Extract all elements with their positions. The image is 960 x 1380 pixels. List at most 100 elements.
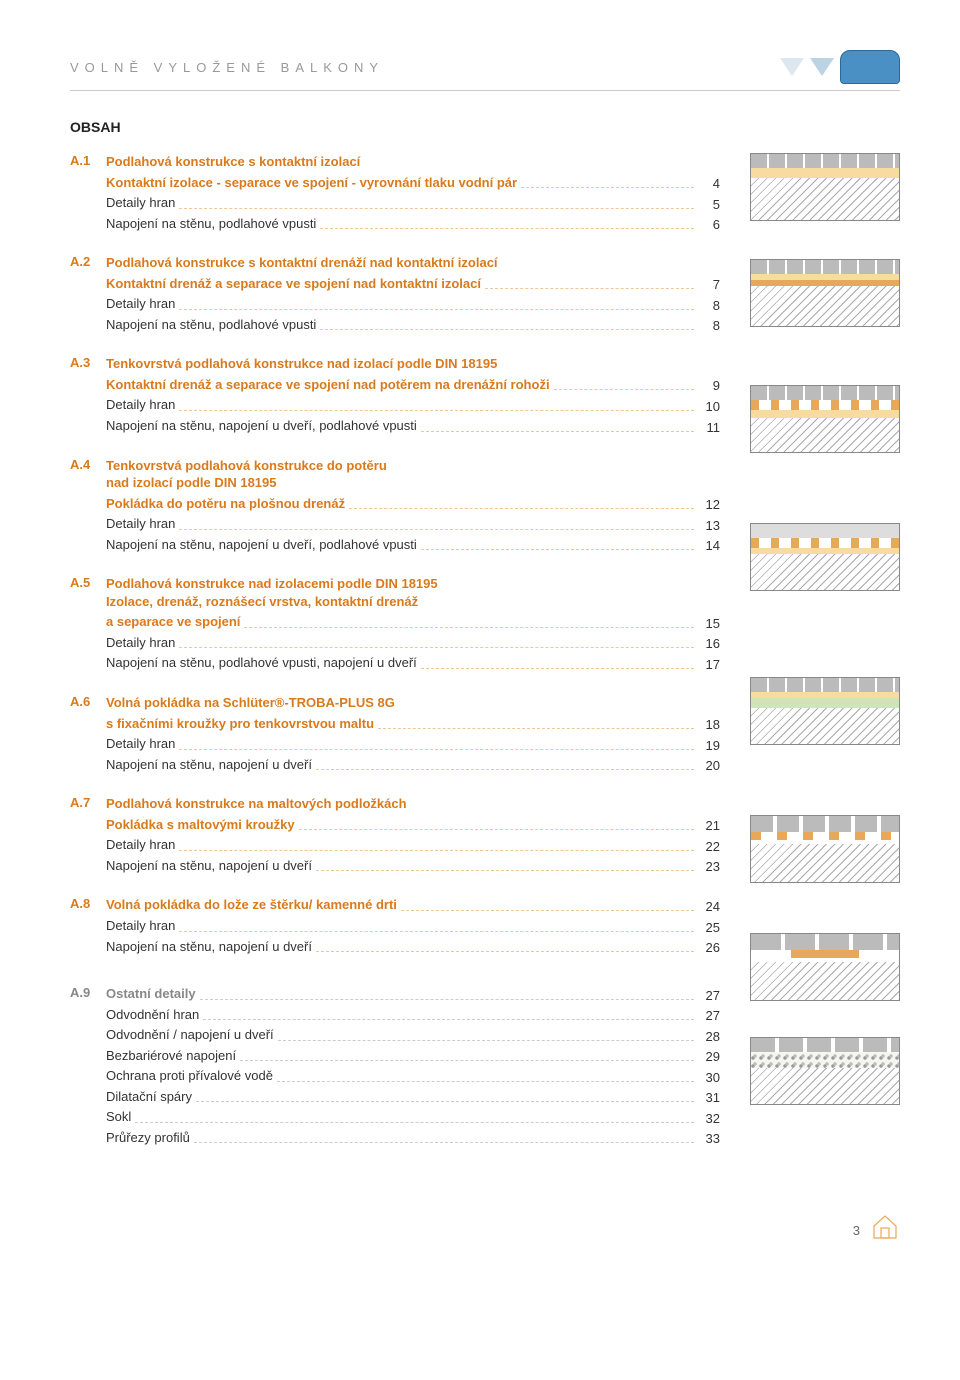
leader-line — [179, 850, 694, 851]
section-title: s fixačními kroužky pro tenkovrstvou mal… — [106, 715, 374, 733]
section-title: Podlahová konstrukce s kontaktní drenáží… — [106, 254, 720, 272]
section-title: Volná pokládka na Schlüter®-TROBA-PLUS 8… — [106, 694, 720, 712]
page-number: 26 — [698, 940, 720, 955]
toc-section: A.5Podlahová konstrukce nad izolacemi po… — [70, 575, 720, 672]
section-title: Podlahová konstrukce s kontaktní izolací — [106, 153, 720, 171]
leader-line — [179, 208, 694, 209]
toc-section: A.1Podlahová konstrukce s kontaktní izol… — [70, 153, 720, 232]
toc-column: A.1Podlahová konstrukce s kontaktní izol… — [70, 153, 720, 1168]
header-title: VOLNĚ VYLOŽENÉ BALKONY — [70, 60, 384, 75]
leader-line — [179, 647, 694, 648]
page-number: 12 — [698, 497, 720, 512]
section-number: A.8 — [70, 896, 96, 911]
toc-row-label: Ochrana proti přívalové vodě — [106, 1067, 273, 1085]
section-title: Kontaktní drenáž a separace ve spojení n… — [106, 376, 550, 394]
section-number: A.2 — [70, 254, 96, 269]
toc-row-label: Sokl — [106, 1108, 131, 1126]
toc-row-label: Napojení na stěnu, napojení u dveří — [106, 857, 312, 875]
toc-row-label: Dilatační spáry — [106, 1088, 192, 1106]
page-number: 5 — [698, 197, 720, 212]
page-number: 27 — [698, 988, 720, 1003]
section-thumbnail — [750, 1037, 900, 1105]
leader-line — [320, 329, 694, 330]
page-number: 14 — [698, 538, 720, 553]
page-number: 11 — [698, 420, 720, 435]
leader-line — [316, 870, 694, 871]
page-number: 15 — [698, 616, 720, 631]
toc-row-label: Detaily hran — [106, 194, 175, 212]
section-title: a separace ve spojení — [106, 613, 240, 631]
leader-line — [554, 389, 694, 390]
leader-line — [179, 749, 694, 750]
section-title: Ostatní detaily — [106, 985, 196, 1003]
toc-section: A.6Volná pokládka na Schlüter®-TROBA-PLU… — [70, 694, 720, 773]
house-icon — [870, 1212, 900, 1240]
page-number: 8 — [698, 298, 720, 313]
toc-row-label: Napojení na stěnu, podlahové vpusti — [106, 316, 316, 334]
section-title: Volná pokládka do lože ze štěrku/ kamenn… — [106, 896, 397, 914]
page-header: VOLNĚ VYLOŽENÉ BALKONY — [70, 50, 900, 84]
leader-line — [179, 309, 694, 310]
page-number: 4 — [698, 176, 720, 191]
leader-line — [421, 431, 694, 432]
section-number: A.9 — [70, 985, 96, 1000]
page-number: 19 — [698, 738, 720, 753]
page-number: 13 — [698, 518, 720, 533]
page-number: 32 — [698, 1111, 720, 1126]
toc-row-label: Detaily hran — [106, 515, 175, 533]
triangle-icon — [780, 58, 804, 76]
toc-section: A.7Podlahová konstrukce na maltových pod… — [70, 795, 720, 874]
section-thumbnail — [750, 259, 900, 327]
toc-row-label: Detaily hran — [106, 634, 175, 652]
section-title: nad izolací podle DIN 18195 — [106, 474, 720, 492]
section-title: Tenkovrstvá podlahová konstrukce do potě… — [106, 457, 720, 475]
section-thumbnail — [750, 153, 900, 221]
section-title: Pokládka s maltovými kroužky — [106, 816, 295, 834]
page-number: 20 — [698, 758, 720, 773]
toc-row-label: Odvodnění hran — [106, 1006, 199, 1024]
leader-line — [194, 1142, 694, 1143]
leader-line — [179, 931, 694, 932]
page-number: 18 — [698, 717, 720, 732]
toc-row-label: Napojení na stěnu, napojení u dveří — [106, 756, 312, 774]
section-title: Kontaktní drenáž a separace ve spojení n… — [106, 275, 481, 293]
toc-row-label: Napojení na stěnu, podlahové vpusti — [106, 215, 316, 233]
toc-row-label: Odvodnění / napojení u dveří — [106, 1026, 274, 1044]
thumbnails-column — [750, 153, 900, 1168]
leader-line — [179, 529, 694, 530]
leader-line — [203, 1019, 694, 1020]
contents-heading: OBSAH — [70, 119, 900, 135]
leader-line — [240, 1060, 694, 1061]
page-number-footer: 3 — [853, 1223, 860, 1238]
leader-line — [278, 1040, 694, 1041]
page-number: 22 — [698, 839, 720, 854]
page-number: 7 — [698, 277, 720, 292]
page-number: 33 — [698, 1131, 720, 1146]
leader-line — [401, 910, 694, 911]
section-title: Kontaktní izolace - separace ve spojení … — [106, 174, 517, 192]
page-number: 24 — [698, 899, 720, 914]
page-number: 25 — [698, 920, 720, 935]
page-number: 9 — [698, 378, 720, 393]
page-number: 8 — [698, 318, 720, 333]
page-number: 27 — [698, 1008, 720, 1023]
leader-line — [421, 549, 694, 550]
page-number: 30 — [698, 1070, 720, 1085]
toc-row-label: Napojení na stěnu, napojení u dveří, pod… — [106, 536, 417, 554]
toc-row-label: Napojení na stěnu, napojení u dveří, pod… — [106, 417, 417, 435]
page-number: 21 — [698, 818, 720, 833]
section-thumbnail — [750, 677, 900, 745]
leader-line — [316, 769, 694, 770]
page-number: 31 — [698, 1090, 720, 1105]
leader-line — [485, 288, 694, 289]
leader-line — [135, 1122, 694, 1123]
leader-line — [421, 668, 694, 669]
leader-line — [244, 627, 694, 628]
section-title: Pokládka do potěru na plošnou drenáž — [106, 495, 345, 513]
page-number: 10 — [698, 399, 720, 414]
header-badge — [780, 50, 900, 84]
page-number: 17 — [698, 657, 720, 672]
toc-row-label: Bezbariérové napojení — [106, 1047, 236, 1065]
section-title: Izolace, drenáž, roznášecí vrstva, konta… — [106, 593, 720, 611]
leader-line — [179, 410, 694, 411]
